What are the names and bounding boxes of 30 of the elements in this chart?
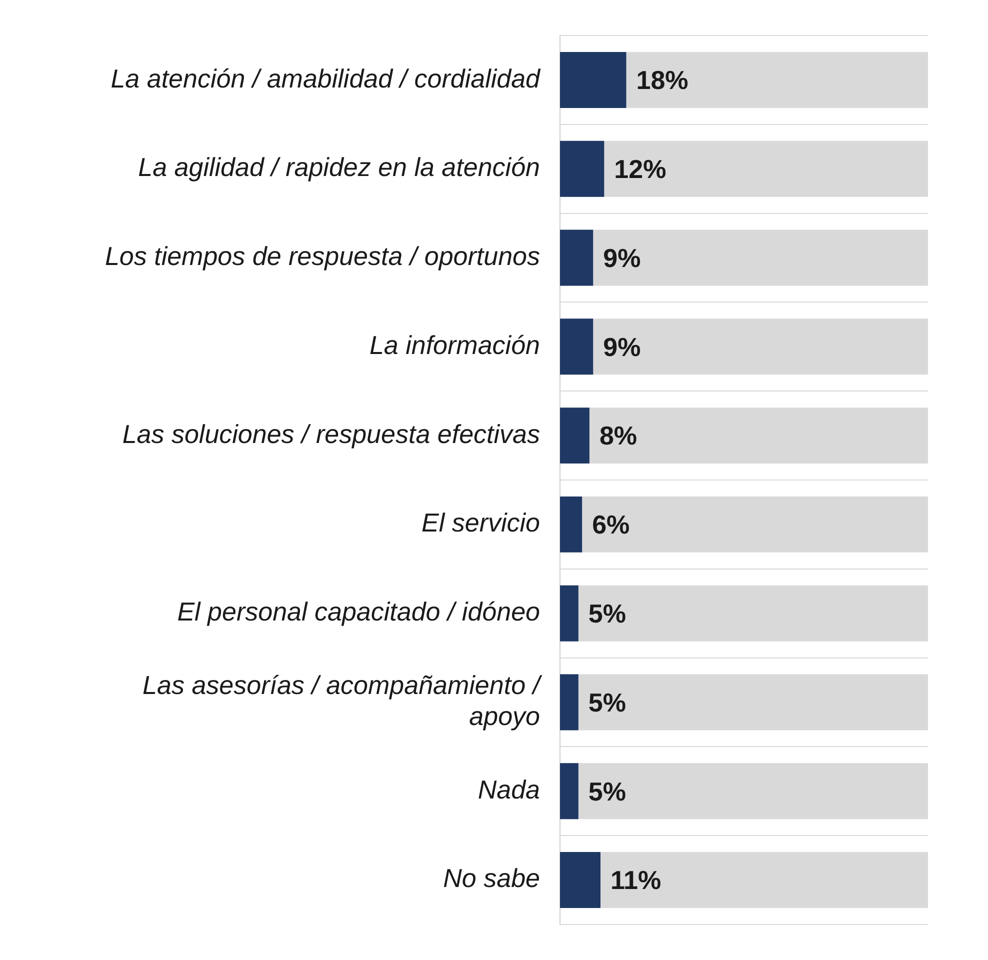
data-label: 5% xyxy=(588,687,626,718)
data-label: 9% xyxy=(603,332,641,362)
y-tick-label: El personal capacitado / idóneo xyxy=(177,596,540,627)
bar xyxy=(560,408,590,464)
data-label: 6% xyxy=(592,510,630,540)
y-tick-label: Los tiempos de respuesta / oportunos xyxy=(104,241,540,272)
bar xyxy=(560,52,626,108)
data-label: 18% xyxy=(636,65,688,96)
y-tick-label: El servicio xyxy=(422,508,540,538)
data-label: 8% xyxy=(599,420,638,451)
y-tick-label: La atención / amabilidad / cordialidad xyxy=(110,63,542,94)
bar xyxy=(560,318,594,375)
bar xyxy=(560,852,600,908)
bar xyxy=(560,230,594,286)
y-tick-label: La agilidad / rapidez en la atención xyxy=(138,152,540,182)
data-label: 5% xyxy=(588,598,626,628)
data-label: 12% xyxy=(614,154,666,184)
bar xyxy=(560,763,578,820)
bar xyxy=(560,140,604,197)
bar xyxy=(560,585,578,642)
bar xyxy=(560,674,578,730)
data-label: 9% xyxy=(603,242,641,273)
y-tick-label: Las soluciones / respuesta efectivas xyxy=(122,418,540,449)
data-label: 11% xyxy=(610,865,662,896)
y-tick-label: Nada xyxy=(478,774,540,804)
y-tick-label: La información xyxy=(369,330,540,360)
y-tick-label: Las asesorías / acompañamiento / apoyo xyxy=(142,670,543,732)
bar xyxy=(560,496,582,552)
y-tick-label: No sabe xyxy=(443,863,540,894)
data-label: 5% xyxy=(588,776,626,806)
